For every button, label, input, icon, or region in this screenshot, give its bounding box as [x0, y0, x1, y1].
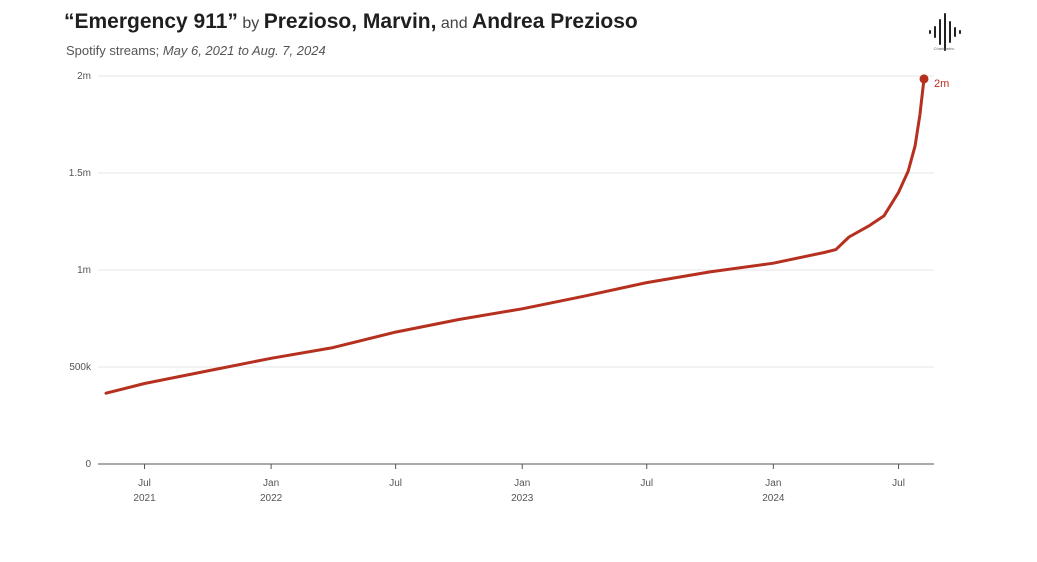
artist-names: Prezioso, Marvin, [263, 10, 437, 33]
title-by: by [237, 15, 264, 32]
x-tick-label: Jul [389, 478, 402, 489]
series-line [104, 77, 926, 395]
x-tick-label: Jul [640, 478, 653, 489]
x-tick-year-label: 2022 [260, 493, 283, 504]
y-tick-label: 0 [85, 459, 91, 470]
x-tick-label: Jan [514, 478, 530, 489]
chart-title: “Emergency 911” by Prezioso, Marvin, and… [64, 10, 638, 34]
y-tick-label: 1m [77, 265, 91, 276]
title-and: and [436, 15, 473, 32]
y-axis: 0 500k 1m 1.5m 2m [69, 71, 92, 470]
end-label: 2m [934, 78, 949, 90]
x-tick-year-label: 2021 [133, 493, 156, 504]
soundwave-logo-icon [929, 13, 961, 51]
x-tick-year-label: 2024 [762, 493, 785, 504]
x-tick-label: Jan [263, 478, 279, 489]
series-group: 2m [104, 74, 949, 395]
subtitle-prefix: Spotify streams; [66, 43, 163, 58]
x-tick-year-label: 2023 [511, 493, 534, 504]
end-point [919, 74, 929, 84]
logo-text: Chartmetric [933, 46, 955, 51]
x-axis: Jul 2021 Jan 2022 Jul Jan 2023 Jul Jan 2024 Jul [98, 463, 934, 504]
song-title: “Emergency 911” [64, 10, 238, 33]
subtitle-date-range: May 6, 2021 to Aug. 7, 2024 [162, 43, 326, 58]
y-tick-label: 1.5m [69, 168, 91, 179]
y-tick-label: 2m [77, 71, 91, 82]
chart-subtitle: Spotify streams; May 6, 2021 to Aug. 7, … [66, 43, 326, 58]
artist-name-last: Andrea Prezioso [472, 10, 638, 33]
x-tick-label: Jan [765, 478, 781, 489]
grid-lines [98, 75, 934, 368]
x-tick-label: Jul [892, 478, 905, 489]
y-tick-label: 500k [69, 362, 92, 373]
x-tick-label: Jul [138, 478, 151, 489]
